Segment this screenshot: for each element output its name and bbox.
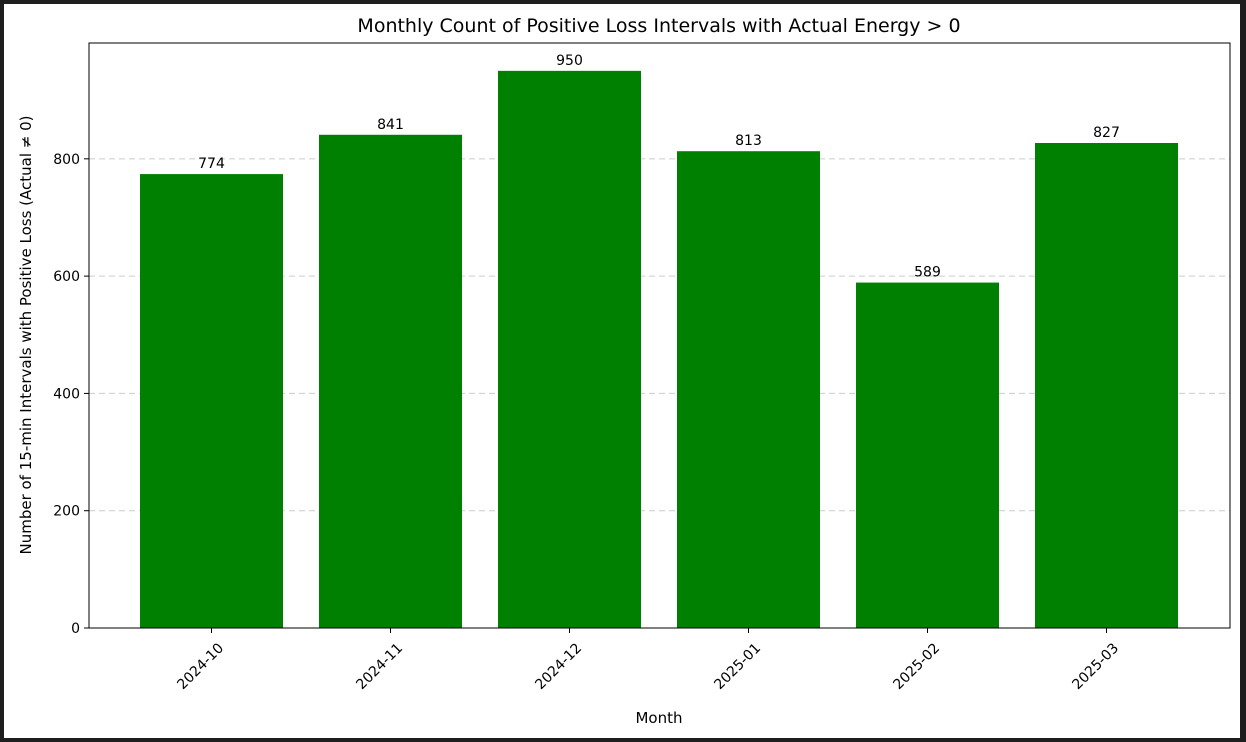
bar (498, 70, 641, 629)
x-tick-label: 2025-02 (890, 640, 943, 693)
chart-frame: Monthly Count of Positive Loss Intervals… (4, 4, 1240, 738)
chart-title: Monthly Count of Positive Loss Intervals… (357, 15, 960, 37)
bar (856, 282, 999, 628)
y-axis-label: Number of 15-min Intervals with Positive… (17, 115, 35, 554)
plot-area-border (88, 42, 1231, 629)
bar-value-label: 774 (198, 156, 225, 172)
bar (319, 134, 462, 628)
bar-value-label: 841 (377, 117, 404, 133)
x-tick-label: 2024-12 (532, 640, 585, 693)
y-tick-label: 0 (71, 621, 80, 637)
x-tick-label: 2024-10 (174, 640, 227, 693)
bar-value-label: 813 (735, 133, 762, 149)
bar (1035, 142, 1178, 628)
bars (140, 70, 1178, 629)
bar-value-label: 827 (1093, 125, 1120, 141)
x-tick-label: 2025-01 (711, 640, 764, 693)
y-tick-label: 600 (53, 269, 80, 285)
bar-value-labels: 774 841 950 813 589 827 (198, 53, 1120, 281)
bar (140, 174, 283, 628)
y-axis-ticks: 0 200 400 600 800 (53, 152, 89, 637)
bar-chart: Monthly Count of Positive Loss Intervals… (17, 15, 1231, 727)
x-axis-label: Month (635, 709, 682, 727)
bar-value-label: 589 (914, 265, 941, 281)
bar-value-label: 950 (556, 53, 583, 69)
bar (677, 151, 820, 628)
y-tick-label: 200 (53, 504, 80, 520)
x-tick-label: 2025-03 (1069, 640, 1122, 693)
y-tick-label: 800 (53, 152, 80, 168)
y-tick-label: 400 (53, 386, 80, 402)
x-axis-ticks: 2024-10 2024-11 2024-12 2025-01 2025-02 2025-… (174, 628, 1122, 693)
x-tick-label: 2024-11 (353, 640, 406, 693)
